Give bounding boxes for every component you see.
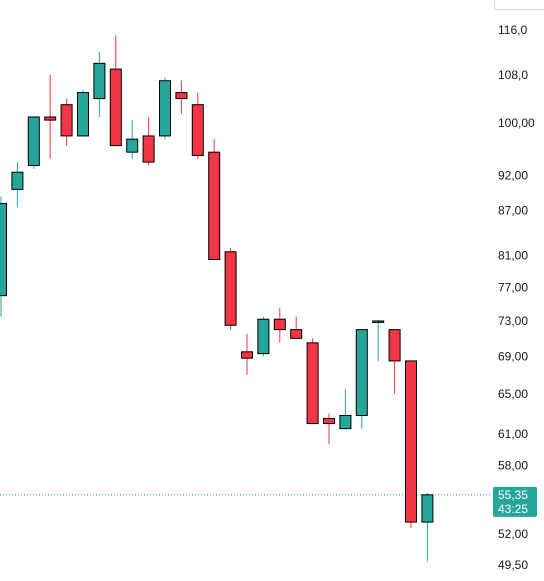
candle-body-up	[339, 414, 352, 430]
bar-countdown: 43:25	[498, 502, 528, 516]
candle-body-up	[0, 203, 7, 297]
candle	[339, 389, 352, 430]
price-axis-tick-label: 69,00	[498, 349, 528, 363]
price-axis-tick-label: 87,00	[498, 204, 528, 218]
candle-body-down	[405, 360, 417, 523]
price-axis[interactable]: 116,0 108,0 100,00 92,00 87,00 81,00 77,00 73,0…	[498, 23, 535, 572]
price-axis-tick-label: 77,00	[498, 280, 528, 294]
candle-body-down	[224, 251, 237, 326]
candle-body-down	[175, 92, 188, 100]
candle	[388, 329, 401, 394]
candle-body-up	[421, 494, 434, 523]
candle-body-down	[191, 104, 204, 156]
price-axis-tick-label: 52,00	[498, 527, 528, 541]
candle-body-up	[355, 329, 368, 416]
candle	[11, 162, 24, 208]
candle-body-up	[93, 62, 106, 100]
price-axis-tick-label: 61,00	[498, 427, 528, 441]
price-axis-tick-label: 58,00	[498, 458, 528, 472]
candle-body-down	[109, 68, 122, 147]
price-axis-tick-label: 108,0	[498, 68, 528, 82]
candle	[0, 196, 7, 317]
candle-body-down	[60, 104, 73, 137]
candle	[421, 493, 434, 562]
candle-body-down	[208, 151, 221, 261]
price-axis-top-panel	[494, 0, 544, 10]
candle-body-down	[290, 329, 303, 339]
price-axis-tick-label: 65,00	[498, 387, 528, 401]
candle-body-up	[27, 116, 40, 166]
candle	[60, 98, 73, 146]
candle-body-up	[126, 138, 139, 153]
candle	[273, 308, 286, 343]
candle-body-down	[241, 351, 253, 359]
candle-body-down	[323, 418, 335, 425]
candle	[44, 74, 57, 159]
candle-body-up	[257, 318, 270, 355]
price-axis-tick-label: 92,00	[498, 169, 528, 183]
candle	[159, 77, 171, 140]
candle	[224, 247, 237, 330]
candle	[109, 35, 122, 147]
candle	[191, 92, 204, 159]
candle	[142, 116, 155, 166]
candle	[290, 316, 303, 339]
candle	[355, 329, 368, 429]
candle-body-down	[273, 318, 286, 331]
candle-body-up	[372, 320, 385, 323]
price-axis-tick-label: 100,00	[498, 116, 535, 130]
candle	[77, 89, 89, 137]
price-axis-tick-label: 49,50	[498, 558, 528, 572]
candle	[323, 413, 335, 445]
candle-body-up	[11, 171, 24, 190]
candle-body-down	[306, 342, 319, 425]
candle-body-down	[388, 329, 401, 362]
candle	[126, 120, 139, 159]
candle	[405, 360, 417, 529]
candle	[257, 316, 270, 357]
price-axis-tick-label: 81,00	[498, 249, 528, 263]
candle	[175, 80, 188, 114]
price-axis-tick-label: 73,00	[498, 314, 528, 328]
candle	[306, 338, 319, 425]
last-price-tag	[493, 486, 537, 517]
candle-body-down	[142, 135, 155, 163]
candle-body-down	[44, 116, 57, 121]
candle	[372, 320, 385, 361]
candle	[241, 333, 253, 375]
candle	[93, 52, 106, 117]
candle	[208, 139, 221, 261]
last-price-value: 55,35	[498, 488, 528, 502]
candles-layer	[0, 35, 434, 562]
candle-body-up	[77, 92, 89, 137]
candle-body-up	[159, 80, 171, 137]
price-axis-tick-label: 116,0	[498, 23, 527, 37]
candle	[27, 116, 40, 169]
